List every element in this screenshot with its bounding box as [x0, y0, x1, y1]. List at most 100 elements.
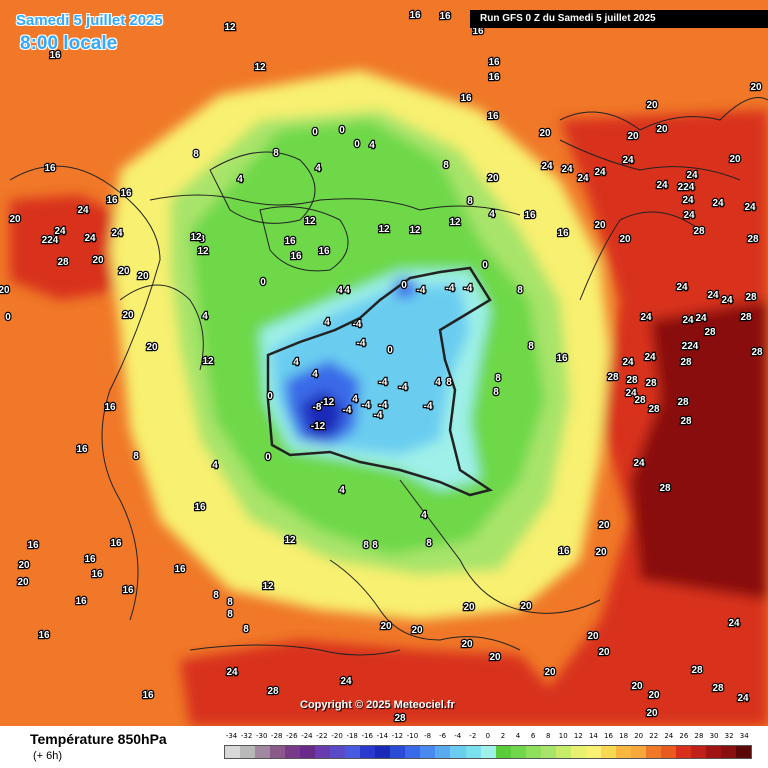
temperature-value-label: 16 [488, 72, 500, 83]
temperature-value-label: 4 [344, 285, 350, 296]
scale-swatch [375, 746, 391, 758]
scale-swatch [345, 746, 361, 758]
temperature-value-label: 12 [224, 22, 236, 33]
temperature-value-label: 24 [682, 195, 694, 206]
temperature-value-label: 20 [122, 310, 134, 321]
temperature-value-label: 28 [626, 375, 638, 386]
temperature-value-label: 16 [110, 538, 122, 549]
temperature-value-label: 16 [557, 228, 569, 239]
temperature-value-label: 8 [493, 387, 499, 398]
temperature-value-label: 24 [676, 282, 688, 293]
scale-swatch [495, 746, 511, 758]
scale-swatch [675, 746, 691, 758]
temperature-value-label: 4 [352, 394, 358, 405]
scale-tick-label: 18 [619, 732, 629, 740]
temperature-value-label: 0 [312, 127, 318, 138]
scale-tick-label: -28 [271, 732, 283, 740]
temperature-value-label: 16 [27, 540, 39, 551]
temperature-value-label: 12 [304, 216, 316, 227]
color-scale-labels: -34 -32 -30 -28 -26 -24 -22 -20 -18 -16 -14 -12 -10-… [224, 732, 752, 744]
temperature-value-label: 24 [226, 667, 238, 678]
scale-swatch [465, 746, 481, 758]
temperature-value-label: 24 [640, 312, 652, 323]
temperature-value-label: 16 [174, 564, 186, 575]
temperature-value-label: 28 [693, 226, 705, 237]
scale-swatch [555, 746, 571, 758]
temperature-value-label: 4 [435, 377, 441, 388]
temperature-value-label: 16 [472, 26, 484, 37]
scale-tick-label: -18 [346, 732, 358, 740]
scale-tick-label: -2 [469, 732, 477, 740]
temperature-value-label: 28 [394, 713, 406, 724]
scale-swatch [585, 746, 601, 758]
temperature-value-label: 20 [595, 547, 607, 558]
temperature-value-label: 28 [267, 686, 279, 697]
temperature-value-label: 16 [488, 57, 500, 68]
temperature-value-label: 8 [517, 285, 523, 296]
temperature-value-label: 224 [682, 341, 699, 352]
temperature-value-label: 4 [489, 209, 495, 220]
temperature-value-label: -4 [362, 400, 371, 411]
temperature-map[interactable]: 16 12 16 16 16 16 16 16 16 12 20 20 20 20 20 0 0 0 4 4 4 8 8 8 2… [0, 0, 768, 726]
scale-swatch [240, 746, 256, 758]
scale-tick-label: 12 [573, 732, 583, 740]
temperature-value-label: 24 [561, 164, 573, 175]
temperature-value-label: 20 [461, 639, 473, 650]
scale-tick-label: 6 [530, 732, 536, 740]
temperature-value-label: 20 [118, 266, 130, 277]
scale-tick-label: 20 [634, 732, 644, 740]
scale-tick-label: -14 [376, 732, 389, 740]
scale-tick-label: -30 [255, 732, 268, 740]
footer-bar: Température 850hPa (+ 6h) -34 -32 -30 -28 -2… [0, 726, 768, 768]
temperature-value-label: 24 [340, 676, 352, 687]
temperature-value-label: 8 [227, 597, 233, 608]
temperature-value-label: 0 [267, 391, 273, 402]
date-label: Samedi 5 juillet 2025 [16, 12, 163, 29]
temperature-value-label: 16 [524, 210, 536, 221]
temperature-value-label: -4 [374, 410, 383, 421]
temperature-value-label: 20 [9, 214, 21, 225]
temperature-value-label: 28 [634, 395, 646, 406]
temperature-value-label: 24 [695, 313, 707, 324]
temperature-value-label: 20 [137, 271, 149, 282]
scale-tick-label: 4 [515, 732, 521, 740]
temperature-value-label: 0 [260, 277, 266, 288]
scale-swatch [721, 746, 737, 758]
temperature-value-label: 24 [744, 202, 756, 213]
temperature-value-label: -8 [313, 402, 322, 413]
temperature-value-label: -4 [399, 382, 408, 393]
scale-swatch [615, 746, 631, 758]
scale-swatch [660, 746, 676, 758]
temperature-value-label: 0 [354, 139, 360, 150]
temperature-value-label: 8 [227, 609, 233, 620]
temperature-value-label: 20 [18, 560, 30, 571]
temperature-value-label: 4 [312, 369, 318, 380]
temperature-value-label: 28 [680, 357, 692, 368]
temperature-value-label: 20 [598, 647, 610, 658]
temperature-value-label: 28 [680, 416, 692, 427]
temperature-value-label: 8 [193, 149, 199, 160]
temperature-value-label: 8 [528, 341, 534, 352]
temperature-value-label: 16 [120, 188, 132, 199]
copyright-text: Copyright © 2025 Meteociel.fr [300, 699, 455, 711]
temperature-value-label: -12 [311, 421, 326, 432]
temperature-value-label: 0 [401, 280, 407, 291]
scale-swatch [540, 746, 556, 758]
temperature-value-label: 16 [409, 10, 421, 21]
scale-swatch [315, 746, 331, 758]
temperature-value-label: 4 [237, 174, 243, 185]
temperature-value-label: 20 [411, 625, 423, 636]
temperature-value-label: 24 [707, 290, 719, 301]
temperature-value-label: 20 [627, 131, 639, 142]
scale-tick-label: 2 [500, 732, 506, 740]
temperature-value-label: 12 [262, 581, 274, 592]
temperature-value-label: 20 [520, 601, 532, 612]
temperature-value-label: 24 [682, 315, 694, 326]
scale-tick-label: -8 [424, 732, 432, 740]
temperature-value-label: 8 [363, 540, 369, 551]
scale-tick-label: -6 [439, 732, 447, 740]
temperature-value-label: 8 [199, 234, 205, 245]
temperature-value-label: 28 [648, 404, 660, 415]
scale-tick-label: 32 [724, 732, 734, 740]
scale-swatch [525, 746, 541, 758]
